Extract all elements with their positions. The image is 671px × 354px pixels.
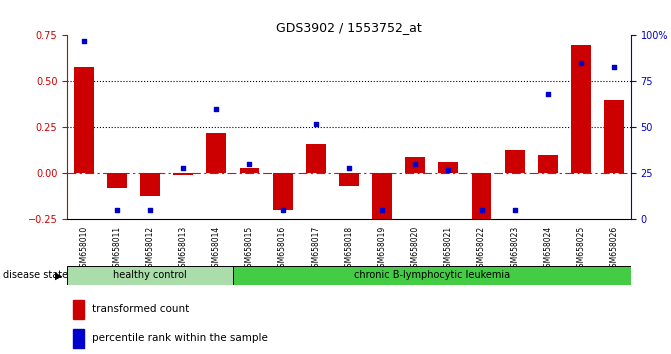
Point [509, 207, 520, 213]
Point [344, 165, 354, 171]
Bar [306, 144, 325, 173]
Point [79, 38, 89, 44]
Bar [372, 173, 392, 225]
Bar [207, 133, 226, 173]
Point [410, 161, 421, 167]
Point [211, 106, 221, 112]
Point [576, 60, 586, 66]
Bar [538, 155, 558, 173]
Point [542, 91, 553, 97]
Point [244, 161, 255, 167]
Bar [339, 173, 359, 186]
Bar [405, 157, 425, 173]
Bar [74, 67, 94, 173]
Bar [505, 149, 525, 173]
Bar [438, 162, 458, 173]
Text: percentile rank within the sample: percentile rank within the sample [93, 333, 268, 343]
Point [111, 207, 122, 213]
Point [476, 207, 487, 213]
Bar [240, 168, 260, 173]
Bar [604, 100, 624, 173]
Bar [107, 173, 127, 188]
Text: disease state: disease state [3, 270, 68, 280]
Bar [140, 173, 160, 195]
Bar [67, 266, 233, 285]
Bar [233, 266, 631, 285]
Point [609, 64, 619, 69]
Bar [472, 173, 491, 223]
Title: GDS3902 / 1553752_at: GDS3902 / 1553752_at [276, 21, 422, 34]
Text: transformed count: transformed count [93, 304, 190, 314]
Text: ▶: ▶ [55, 270, 62, 280]
Point [443, 167, 454, 173]
Point [145, 207, 156, 213]
Bar [571, 45, 591, 173]
Bar [72, 300, 84, 319]
Bar [272, 173, 293, 210]
Point [376, 207, 387, 213]
Bar [72, 329, 84, 348]
Point [178, 165, 189, 171]
Text: healthy control: healthy control [113, 270, 187, 280]
Point [277, 207, 288, 213]
Bar [173, 173, 193, 175]
Text: chronic B-lymphocytic leukemia: chronic B-lymphocytic leukemia [354, 270, 510, 280]
Point [311, 121, 321, 127]
